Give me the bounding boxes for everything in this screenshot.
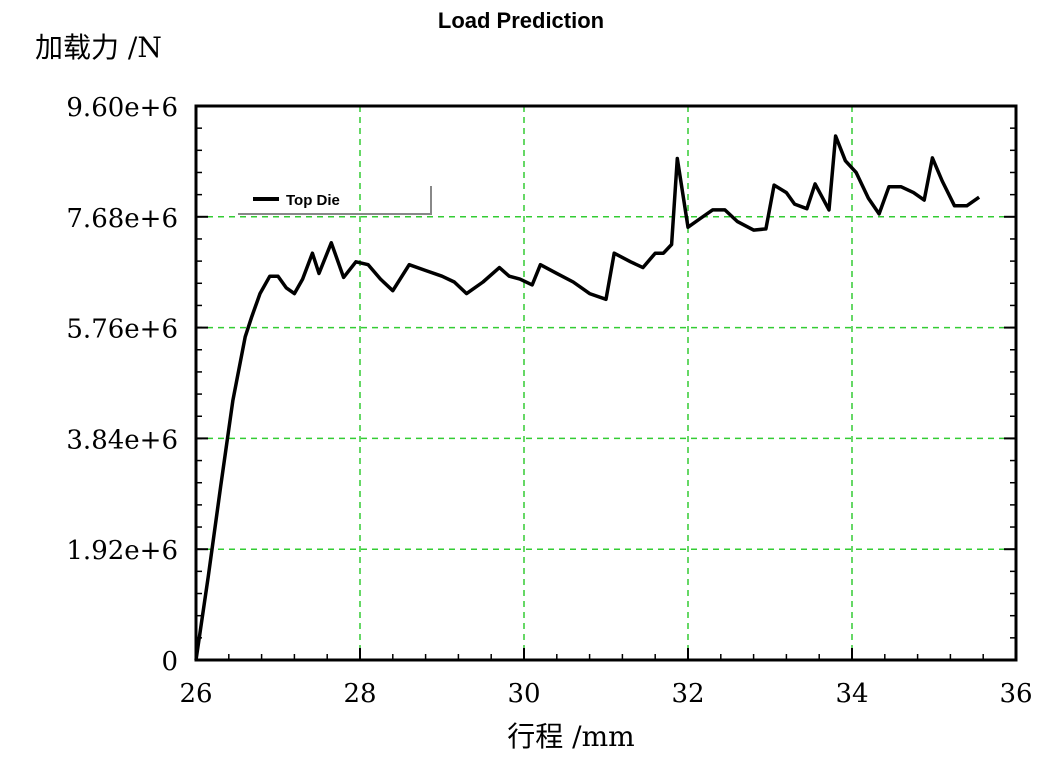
minor-ticks xyxy=(195,105,1017,661)
grid-lines xyxy=(196,106,1016,660)
y-tick-labels: 0 1.92e+6 3.84e+6 5.76e+6 7.68e+6 9.60e+6 xyxy=(66,93,178,677)
y-tick-label: 5.76e+6 xyxy=(66,315,178,345)
series-layer xyxy=(194,134,981,661)
y-tick-label: 0 xyxy=(161,647,178,677)
y-tick-label: 3.84e+6 xyxy=(66,425,178,455)
x-axis-title: 行程 /mm xyxy=(507,720,634,753)
x-tick-label: 26 xyxy=(179,679,212,709)
x-tick-labels: 26 28 30 32 34 36 xyxy=(179,679,1032,709)
legend-box-edge xyxy=(238,186,432,215)
x-tick-label: 32 xyxy=(671,679,704,709)
x-tick-label: 36 xyxy=(999,679,1032,709)
y-axis-title: 加载力 /N xyxy=(35,31,162,64)
y-tick-label: 7.68e+6 xyxy=(66,204,178,234)
chart-title: Load Prediction xyxy=(438,8,604,33)
y-tick-label: 1.92e+6 xyxy=(66,536,178,566)
x-tick-label: 34 xyxy=(835,679,868,709)
plot-frame xyxy=(194,104,1018,662)
series-line-top-die xyxy=(194,134,981,661)
legend-label-top-die: Top Die xyxy=(286,192,340,209)
x-tick-label: 28 xyxy=(343,679,376,709)
x-tick-label: 30 xyxy=(507,679,540,709)
legend: Top Die xyxy=(238,186,432,215)
y-tick-label: 9.60e+6 xyxy=(66,93,178,123)
